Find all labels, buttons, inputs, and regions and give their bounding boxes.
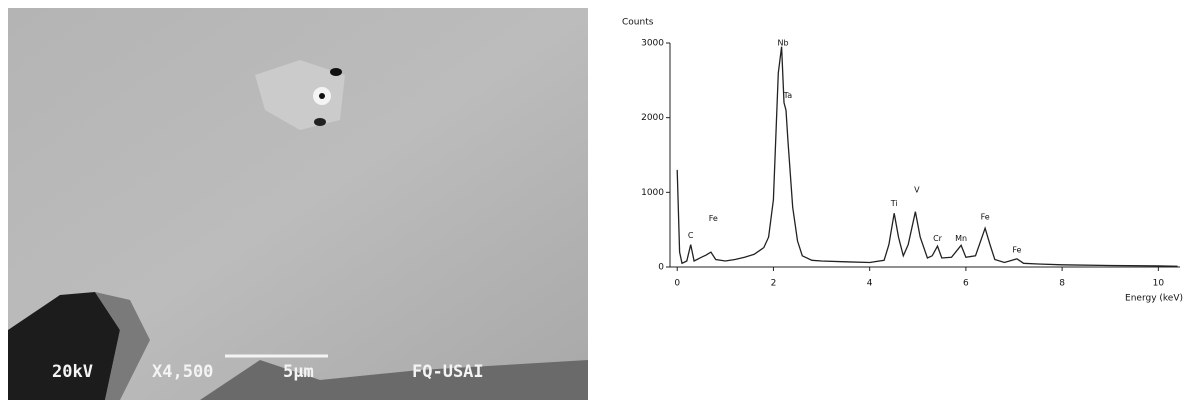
peak-label: Fe: [1012, 245, 1021, 254]
y-tick-label: 1000: [641, 188, 664, 198]
peak-label: Fe: [709, 214, 718, 223]
y-axis-label: Counts: [622, 18, 654, 28]
edge-region: [95, 292, 150, 400]
x-tick-label: 4: [867, 279, 873, 289]
particle-spot: [314, 118, 326, 126]
x-axis-label: Energy (keV): [1125, 294, 1183, 304]
y-tick-label: 3000: [641, 39, 664, 49]
x-tick-label: 2: [771, 279, 777, 289]
spectrum-line: [676, 46, 1178, 267]
scale-label: 5μm: [283, 362, 314, 382]
bottom-region: [200, 360, 588, 400]
voltage: 20kV: [52, 362, 93, 382]
lab-label: FQ-USAI: [412, 362, 484, 382]
y-tick-label: 2000: [641, 113, 664, 123]
magnification: X4,500: [152, 362, 213, 382]
spectrum: Counts Energy (keV) 0 1000 2000 3000 0 2 4 6 8 10…: [622, 18, 1183, 304]
x-tick-label: 10: [1153, 279, 1165, 289]
peak-label: Cr: [933, 234, 943, 243]
peak-label: C: [688, 231, 694, 240]
x-tick-label: 0: [674, 279, 680, 289]
peak-label: Ti: [890, 199, 898, 208]
x-tick-label: 6: [963, 279, 969, 289]
peak-label: Nb: [778, 39, 789, 48]
dark-region: [8, 292, 120, 400]
peak-label: Fe: [981, 212, 990, 221]
micrograph: 20kV X4,500 5μm FQ-USAI: [8, 8, 588, 400]
peak-label: Mn: [955, 234, 967, 243]
peak-label: Ta: [783, 91, 793, 100]
y-tick-label: 0: [658, 263, 664, 273]
x-tick-label: 8: [1059, 279, 1065, 289]
peak-label: V: [914, 186, 920, 195]
particle-core: [319, 93, 325, 99]
particle-spot: [330, 68, 342, 76]
particle-halo: [255, 60, 345, 130]
